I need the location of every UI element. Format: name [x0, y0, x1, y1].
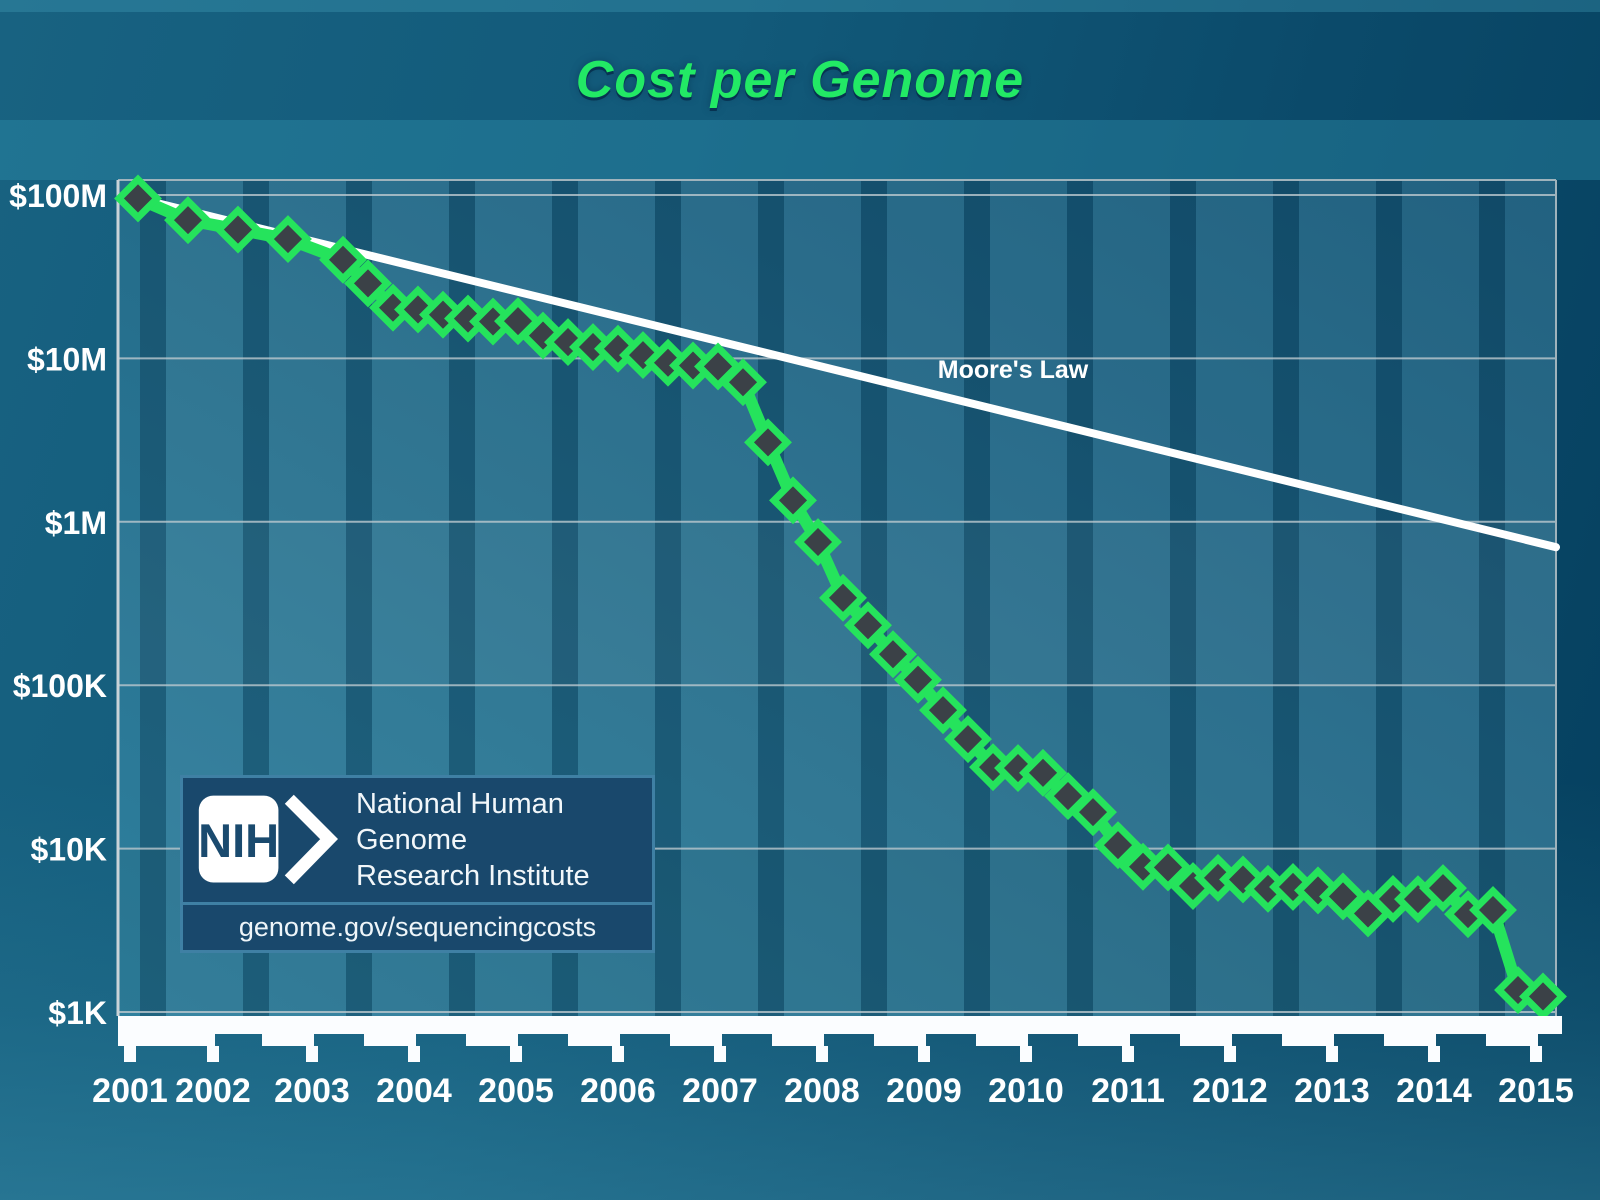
chart-title: Cost per Genome	[575, 51, 1025, 109]
x-tick-label-2006: 2006	[580, 1072, 656, 1110]
data-point	[819, 573, 867, 622]
data-point	[619, 331, 667, 380]
x-tick-label-2002: 2002	[175, 1072, 251, 1110]
data-point	[1069, 788, 1117, 837]
data-point	[944, 715, 992, 764]
data-point	[794, 518, 842, 566]
data-point	[894, 655, 942, 704]
x-tick-label-2001: 2001	[92, 1072, 168, 1110]
x-axis-notch	[118, 1016, 170, 1046]
background-light-band	[0, 120, 1600, 180]
x-axis-notch	[1486, 1016, 1538, 1046]
x-axis-notch	[568, 1016, 620, 1046]
background-top-strip	[0, 0, 1600, 12]
year-tick	[1224, 1046, 1236, 1062]
data-point	[844, 601, 892, 650]
x-axis-notch	[262, 1016, 314, 1046]
org-name-line2: Research Institute	[355, 860, 590, 892]
x-tick-label-2003: 2003	[274, 1072, 350, 1110]
x-tick-label-2013: 2013	[1294, 1072, 1370, 1110]
nih-logo-plate	[198, 795, 279, 883]
x-tick-label-2012: 2012	[1192, 1072, 1268, 1110]
y-tick-label: $10K	[31, 832, 108, 868]
nih-chevron-icon	[284, 794, 339, 885]
data-point	[214, 205, 262, 254]
year-tick	[714, 1046, 726, 1062]
data-point	[1094, 821, 1142, 870]
x-axis-notch	[163, 1016, 215, 1046]
x-tick-label-2014: 2014	[1396, 1072, 1472, 1110]
x-tick-label-2015: 2015	[1498, 1072, 1574, 1110]
x-axis-notch	[1282, 1016, 1334, 1046]
data-point	[919, 686, 967, 735]
data-point	[1044, 772, 1092, 821]
data-point	[1419, 864, 1467, 913]
year-tick	[1428, 1046, 1440, 1062]
x-axis-band	[118, 1016, 1562, 1034]
y-tick-label: $100M	[9, 178, 107, 214]
data-point	[869, 630, 917, 679]
data-point	[1144, 843, 1192, 892]
year-tick	[816, 1046, 828, 1062]
nih-logo: NIH	[198, 794, 339, 885]
x-axis-notch	[670, 1016, 722, 1046]
data-point	[264, 215, 312, 264]
nhgri-logo-main: NIH National Human Genome Research Insti…	[183, 778, 652, 902]
data-point	[1319, 872, 1367, 921]
y-tick-label: $1K	[48, 995, 107, 1031]
x-axis-notch	[1384, 1016, 1436, 1046]
x-tick-label-2010: 2010	[988, 1072, 1064, 1110]
y-tick-label: $10M	[27, 341, 107, 377]
logo-url: genome.gov/sequencingcosts	[183, 902, 652, 950]
org-name-line1: National Human Genome	[355, 788, 564, 856]
x-axis-notch	[772, 1016, 824, 1046]
year-tick	[612, 1046, 624, 1062]
y-tick-label: $1M	[45, 505, 107, 541]
data-point	[744, 418, 792, 467]
year-tick	[918, 1046, 930, 1062]
data-point	[164, 196, 212, 245]
x-tick-label-2008: 2008	[784, 1072, 860, 1110]
data-point	[519, 311, 567, 360]
year-tick	[1122, 1046, 1134, 1062]
x-axis-notch	[1078, 1016, 1130, 1046]
data-point	[719, 358, 767, 407]
x-axis-notch	[364, 1016, 416, 1046]
x-tick-label-2004: 2004	[376, 1072, 452, 1110]
x-axis-notch	[1180, 1016, 1232, 1046]
x-tick-label-2009: 2009	[886, 1072, 962, 1110]
x-axis-notch	[874, 1016, 926, 1046]
nih-acronym: NIH	[198, 814, 279, 867]
year-tick	[510, 1046, 522, 1062]
x-tick-label-2011: 2011	[1091, 1072, 1165, 1110]
nhgri-logo-box: NIH National Human Genome Research Insti…	[180, 775, 655, 953]
year-tick	[1020, 1046, 1032, 1062]
year-tick	[1530, 1046, 1542, 1062]
data-point	[1019, 748, 1067, 797]
x-axis-notch	[976, 1016, 1028, 1046]
x-tick-label-2007: 2007	[682, 1072, 758, 1110]
year-tick	[207, 1046, 219, 1062]
data-point	[1519, 972, 1567, 1021]
data-point	[114, 174, 162, 223]
data-point	[769, 476, 817, 525]
year-tick	[408, 1046, 420, 1062]
data-point	[1294, 866, 1342, 915]
data-point	[344, 259, 392, 308]
data-point	[319, 235, 367, 284]
year-tick	[306, 1046, 318, 1062]
y-tick-label: $100K	[13, 668, 107, 704]
year-tick	[124, 1046, 136, 1062]
moore-law-line	[134, 194, 1560, 552]
x-axis-notch	[466, 1016, 518, 1046]
data-point	[1469, 886, 1517, 934]
year-tick	[1326, 1046, 1338, 1062]
x-tick-label-2005: 2005	[478, 1072, 554, 1110]
org-name: National Human Genome Research Institute	[356, 786, 652, 894]
moore-law-label: Moore's Law	[938, 356, 1089, 384]
